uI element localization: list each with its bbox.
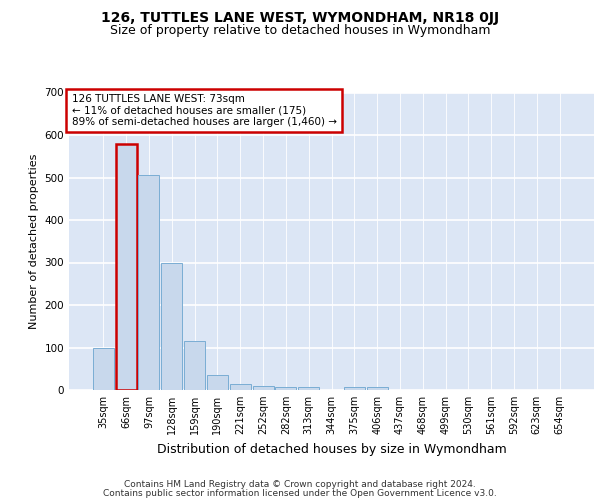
Bar: [93, 348, 114, 390]
Text: Size of property relative to detached houses in Wymondham: Size of property relative to detached ho…: [110, 24, 490, 37]
Text: Contains public sector information licensed under the Open Government Licence v3: Contains public sector information licen…: [103, 489, 497, 498]
Bar: [275, 386, 296, 390]
Y-axis label: Number of detached properties: Number of detached properties: [29, 154, 39, 329]
Bar: [207, 375, 228, 390]
Bar: [184, 341, 205, 390]
Bar: [298, 386, 319, 390]
Text: Contains HM Land Registry data © Crown copyright and database right 2024.: Contains HM Land Registry data © Crown c…: [124, 480, 476, 489]
Text: 126 TUTTLES LANE WEST: 73sqm
← 11% of detached houses are smaller (175)
89% of s: 126 TUTTLES LANE WEST: 73sqm ← 11% of de…: [71, 94, 337, 127]
Text: 126, TUTTLES LANE WEST, WYMONDHAM, NR18 0JJ: 126, TUTTLES LANE WEST, WYMONDHAM, NR18 …: [101, 11, 499, 25]
Bar: [116, 144, 137, 390]
Bar: [344, 386, 365, 390]
Bar: [230, 384, 251, 390]
Bar: [161, 262, 182, 390]
Bar: [253, 386, 274, 390]
X-axis label: Distribution of detached houses by size in Wymondham: Distribution of detached houses by size …: [157, 442, 506, 456]
Bar: [367, 386, 388, 390]
Bar: [139, 176, 160, 390]
